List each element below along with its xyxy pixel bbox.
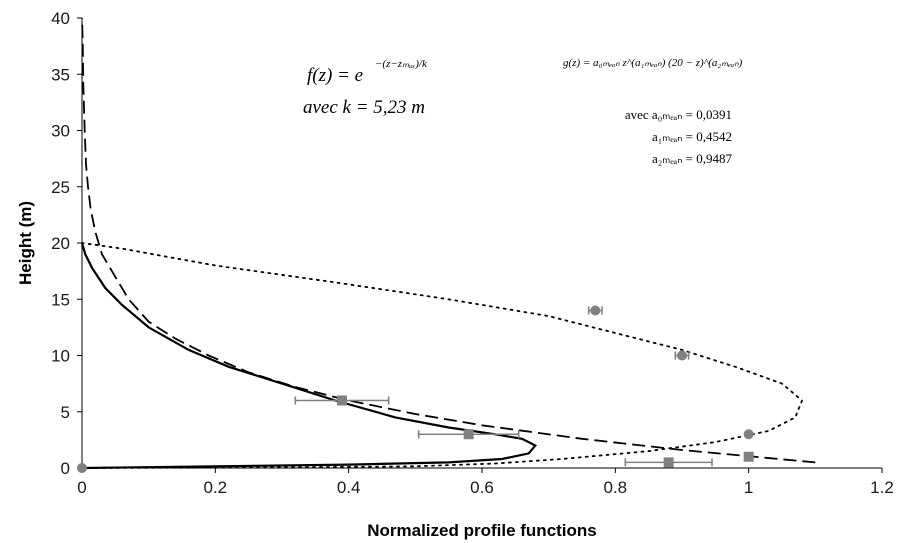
g-equation-text: g(z) = a₀ₘₑₐₙ z^(a₁ₘₑₐₙ) (20 − z)^(a₂ₘₑₐ… [563, 57, 743, 69]
a2-value: a₂ₘₑₐₙ = 0,9487 [652, 151, 733, 166]
markers [77, 305, 754, 473]
square-data-point [337, 395, 347, 406]
a0-value: avec a₀ₘₑₐₙ = 0,0391 [625, 107, 732, 122]
square-data-point [663, 457, 674, 468]
circle-data-point [677, 350, 687, 361]
x-tick-label: 1.2 [870, 478, 894, 497]
g-equation: g(z) = a₀ₘₑₐₙ z^(a₁ₘₑₐₙ) (20 − z)^(a₂ₘₑₐ… [563, 57, 743, 166]
solid-profile-curve [80, 242, 538, 470]
circle-data-point [743, 429, 754, 440]
curves [80, 17, 816, 470]
square-data-point [743, 451, 754, 462]
circle-data-point [590, 305, 601, 316]
y-tick-label: 30 [51, 122, 70, 141]
y-tick-label: 25 [51, 178, 70, 197]
x-tick-label: 0.4 [337, 478, 361, 497]
f-equation: f(z) = e −(z−zₘₐₓ)/k avec k = 5,23 m [303, 58, 428, 118]
x-tick-label: 0.2 [204, 478, 228, 497]
square-data-point [463, 429, 474, 440]
axes [81, 18, 882, 469]
y-tick-label: 5 [61, 403, 70, 422]
y-tick-label: 40 [51, 9, 70, 28]
dashed-exponential-curve [81, 17, 816, 464]
ticks: 0 0.2 0.4 0.6 0.8 1 1.2 0 5 10 15 20 25 30 35 40 [51, 9, 894, 497]
y-tick-label: 35 [51, 65, 70, 84]
x-tick-label: 1 [744, 478, 753, 497]
x-tick-label: 0 [77, 478, 86, 497]
y-axis-title: Height (m) [16, 201, 35, 285]
x-tick-label: 0.6 [470, 478, 494, 497]
f-k-value: avec k = 5,23 m [303, 97, 425, 118]
x-tick-label: 0.8 [604, 478, 628, 497]
y-tick-label: 15 [51, 290, 70, 309]
dotted-g-curve [81, 242, 804, 469]
y-tick-label: 20 [51, 234, 70, 253]
f-equation-exponent: −(z−zₘₐₓ)/k [375, 58, 428, 70]
y-tick-label: 0 [61, 459, 70, 478]
x-axis-title: Normalized profile functions [367, 521, 597, 540]
circle-data-point [77, 463, 87, 473]
f-equation-text: f(z) = e [307, 65, 363, 86]
y-tick-label: 10 [51, 347, 70, 366]
a1-value: a₁ₘₑₐₙ = 0,4542 [652, 129, 732, 144]
